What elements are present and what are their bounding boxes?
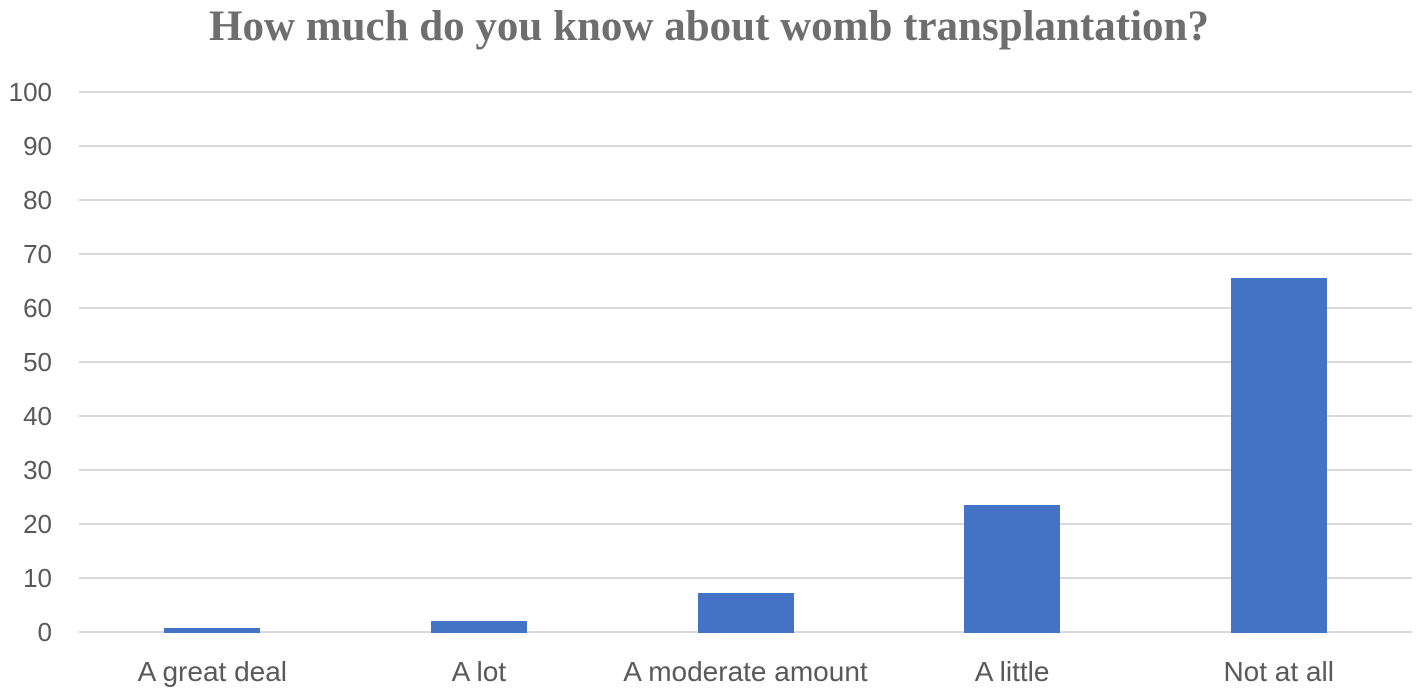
y-tick-label: 70: [23, 239, 52, 269]
y-tick-label: 40: [23, 401, 52, 431]
y-tick-label: 0: [37, 617, 52, 647]
bar: [964, 505, 1061, 633]
chart-title: How much do you know about womb transpla…: [209, 3, 1209, 50]
gridline: [79, 199, 1412, 201]
gridline: [79, 523, 1412, 525]
x-tick-label: A lot: [451, 656, 507, 687]
gridline: [79, 91, 1412, 93]
gridline: [79, 361, 1412, 363]
x-tick-label: A moderate amount: [623, 656, 868, 687]
gridline: [79, 577, 1412, 579]
gridline: [79, 415, 1412, 417]
y-tick-label: 60: [23, 293, 52, 323]
bar: [697, 593, 794, 633]
bar: [1230, 278, 1327, 633]
x-tick-label: Not at all: [1223, 656, 1334, 687]
gridline: [79, 307, 1412, 309]
y-tick-label: 20: [23, 509, 52, 539]
y-tick-label: 10: [23, 563, 52, 593]
gridline: [79, 469, 1412, 471]
y-tick-label: 100: [8, 77, 52, 107]
x-tick-label: A little: [974, 656, 1050, 687]
bar: [430, 621, 527, 633]
x-tick-label: A great deal: [137, 656, 288, 687]
gridline: [79, 145, 1412, 147]
gridline: [79, 253, 1412, 255]
y-tick-label: 30: [23, 455, 52, 485]
y-tick-label: 50: [23, 347, 52, 377]
bar: [164, 628, 261, 633]
y-tick-label: 90: [23, 131, 52, 161]
y-tick-label: 80: [23, 185, 52, 215]
